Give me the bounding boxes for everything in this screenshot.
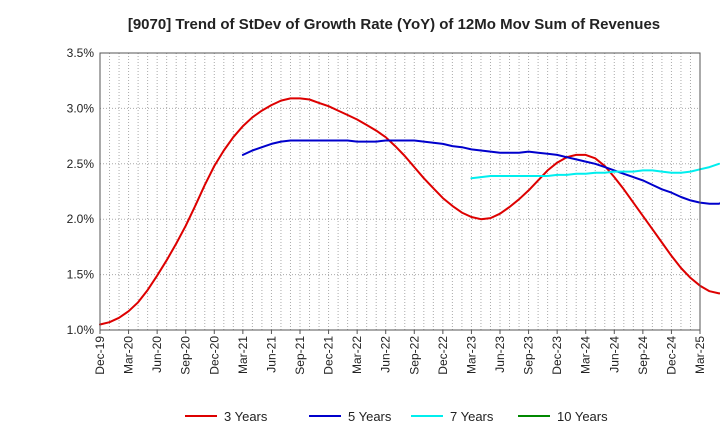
legend-label-3-years: 3 Years xyxy=(224,409,268,424)
x-tick-label: Dec-23 xyxy=(550,336,564,375)
y-tick-label: 3.0% xyxy=(67,101,95,115)
x-tick-label: Jun-24 xyxy=(607,336,621,373)
x-tick-label: Mar-24 xyxy=(579,336,593,374)
series-line-7-years xyxy=(470,162,720,180)
y-tick-label: 3.5% xyxy=(67,46,95,60)
series-layer xyxy=(99,97,720,326)
series-line-3-years xyxy=(99,97,720,326)
x-tick-label: Jun-22 xyxy=(379,336,393,373)
y-tick-label: 1.0% xyxy=(67,323,95,337)
series-line-5-years xyxy=(241,139,720,205)
legend-label-10-years: 10 Years xyxy=(557,409,608,424)
plot-frame xyxy=(99,52,701,331)
x-tick-label: Dec-20 xyxy=(207,336,221,375)
x-tick-label: Dec-19 xyxy=(93,336,107,375)
y-tick-label: 2.0% xyxy=(67,212,95,226)
x-tick-label: Jun-20 xyxy=(150,336,164,373)
x-tick-label: Dec-24 xyxy=(664,336,678,375)
x-tick-label: Dec-21 xyxy=(322,336,336,375)
x-tick-label: Jun-23 xyxy=(493,336,507,373)
y-axis: 1.0% 1.5% 2.0% 2.5% 3.0% 3.5% xyxy=(67,46,95,337)
y-tick-label: 2.5% xyxy=(67,157,95,171)
x-tick-label: Sep-21 xyxy=(293,336,307,375)
x-tick-label: Jun-21 xyxy=(264,336,278,373)
y-tick-label: 1.5% xyxy=(67,268,95,282)
x-tick-label: Mar-21 xyxy=(236,336,250,374)
chart-title: [9070] Trend of StDev of Growth Rate (Yo… xyxy=(128,16,660,33)
x-tick-label: Dec-22 xyxy=(436,336,450,375)
legend: 3 Years 5 Years 7 Years 10 Years xyxy=(185,409,608,424)
x-tick-label: Mar-23 xyxy=(464,336,478,374)
x-axis: Dec-19 Mar-20 Jun-20 Sep-20 Dec-20 Mar-21 Jun-… xyxy=(93,330,707,375)
x-tick-label: Mar-22 xyxy=(350,336,364,374)
x-tick-label: Mar-20 xyxy=(122,336,136,374)
x-tick-label: Sep-22 xyxy=(407,336,421,375)
x-tick-label: Mar-25 xyxy=(693,336,707,374)
legend-label-5-years: 5 Years xyxy=(348,409,392,424)
x-tick-label: Sep-23 xyxy=(522,336,536,375)
grid xyxy=(100,53,700,330)
legend-label-7-years: 7 Years xyxy=(450,409,494,424)
x-tick-label: Sep-24 xyxy=(636,336,650,375)
x-tick-label: Sep-20 xyxy=(179,336,193,375)
